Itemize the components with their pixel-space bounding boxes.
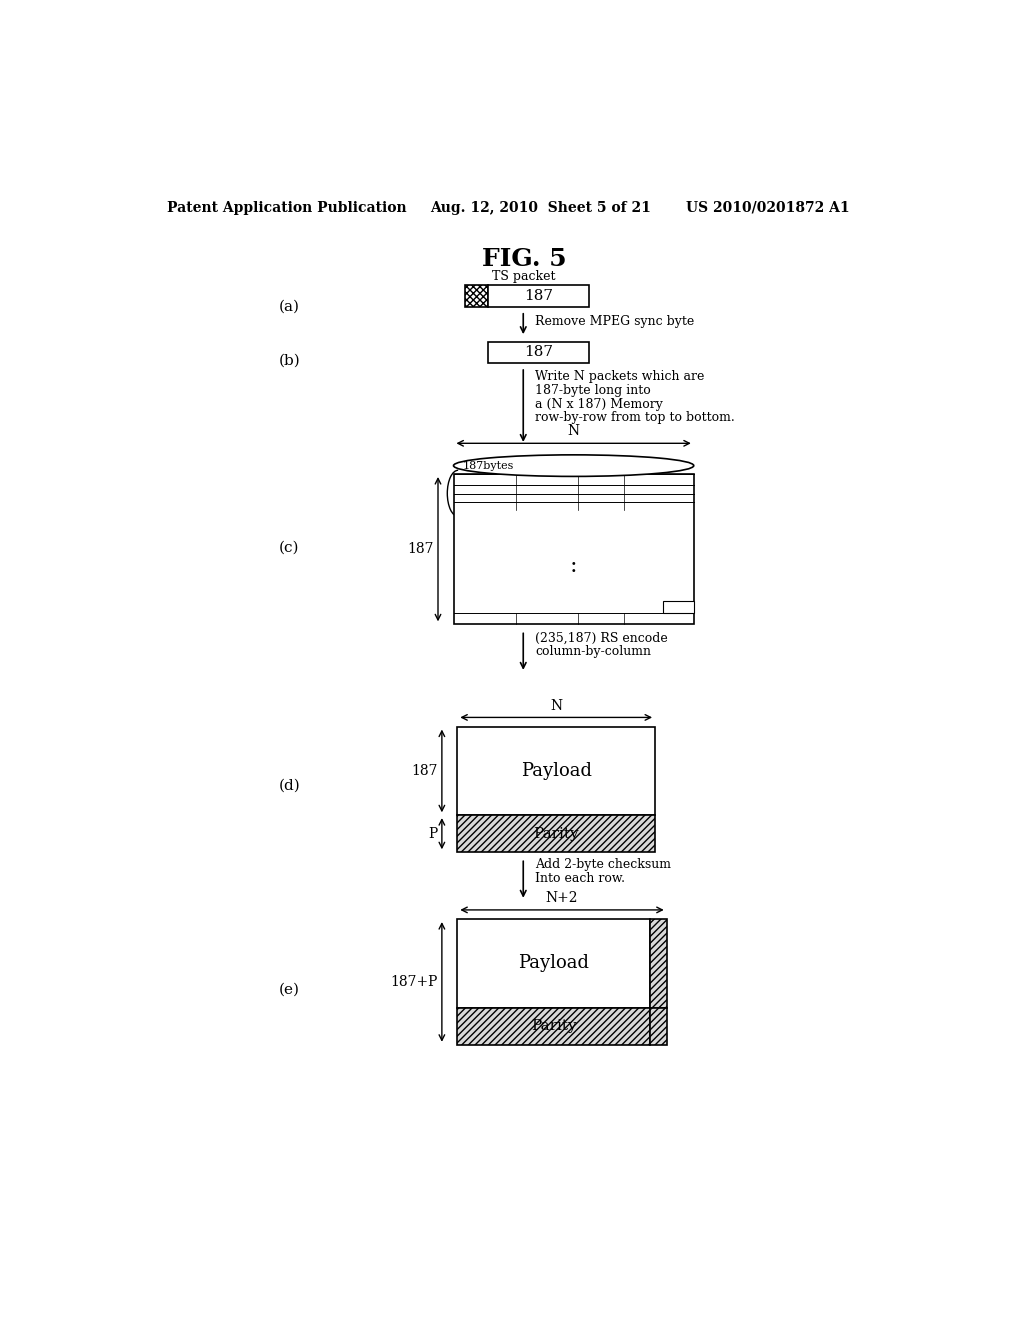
Text: FIG. 5: FIG. 5 (482, 247, 567, 271)
Text: (b): (b) (280, 354, 301, 368)
Bar (458, 816, 655, 853)
Text: column-by-column: column-by-column (535, 645, 651, 659)
Text: 187: 187 (412, 764, 438, 777)
Bar (488, 342, 589, 363)
Bar (458, 1007, 649, 1044)
Text: 187bytes: 187bytes (463, 461, 514, 471)
Bar (649, 919, 667, 1007)
Bar (649, 1007, 667, 1044)
Bar (458, 726, 655, 816)
Text: (d): (d) (280, 779, 301, 793)
Bar (488, 285, 589, 308)
Ellipse shape (454, 455, 693, 477)
Text: N: N (567, 424, 580, 438)
Text: 187-byte long into: 187-byte long into (535, 384, 650, 397)
Text: Payload: Payload (518, 954, 589, 973)
Text: Add 2-byte checksum: Add 2-byte checksum (535, 858, 671, 871)
Text: N: N (550, 698, 562, 713)
Text: 187: 187 (524, 289, 553, 304)
Text: (a): (a) (280, 300, 300, 314)
Bar (465, 285, 488, 308)
Text: 187+P: 187+P (390, 975, 438, 989)
Text: P: P (429, 826, 438, 841)
Text: Parity: Parity (530, 1019, 577, 1034)
Text: Aug. 12, 2010  Sheet 5 of 21: Aug. 12, 2010 Sheet 5 of 21 (430, 201, 651, 215)
Text: (e): (e) (280, 983, 300, 997)
Text: row-by-row from top to bottom.: row-by-row from top to bottom. (535, 412, 734, 425)
Text: N+2: N+2 (546, 891, 579, 906)
Text: 187: 187 (408, 543, 434, 556)
Text: (c): (c) (280, 540, 300, 554)
Bar (663, 601, 693, 612)
Text: 187: 187 (524, 346, 553, 359)
Bar (454, 474, 693, 624)
Text: (235,187) RS encode: (235,187) RS encode (535, 631, 668, 644)
Text: Write N packets which are: Write N packets which are (535, 370, 705, 383)
Text: :: : (570, 556, 578, 578)
Text: TS packet: TS packet (492, 271, 555, 282)
Text: US 2010/0201872 A1: US 2010/0201872 A1 (686, 201, 850, 215)
Text: Patent Application Publication: Patent Application Publication (167, 201, 407, 215)
Text: a (N x 187) Memory: a (N x 187) Memory (535, 397, 663, 411)
Text: Into each row.: Into each row. (535, 871, 625, 884)
Text: Payload: Payload (520, 762, 592, 780)
Text: Parity: Parity (534, 826, 579, 841)
Bar (458, 919, 649, 1007)
Text: Remove MPEG sync byte: Remove MPEG sync byte (535, 315, 694, 329)
